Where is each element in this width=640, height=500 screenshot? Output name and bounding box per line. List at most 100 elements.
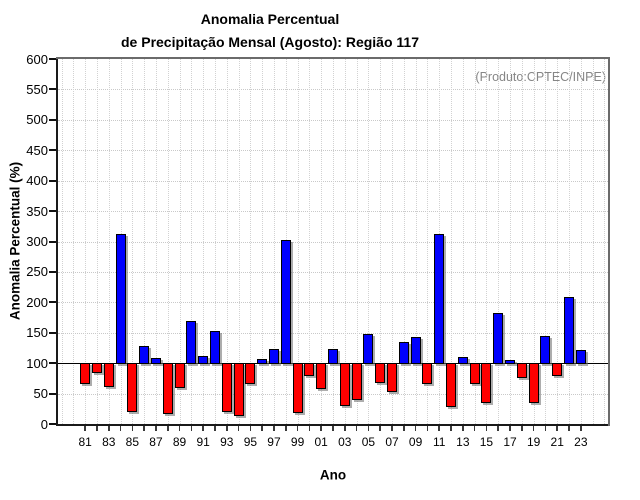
x-tick-label-2007: 07 [385, 435, 399, 449]
bar-1992 [209, 330, 220, 365]
y-tick-label-500: 500 [26, 112, 48, 128]
x-tick-2006 [379, 426, 381, 431]
v-gridline-2018 [521, 59, 523, 424]
plot-area [58, 59, 608, 424]
v-gridline-2012 [451, 59, 453, 424]
x-tick-2000 [308, 426, 311, 431]
x-tick-label-2021: 21 [550, 435, 564, 449]
x-tick-1992 [214, 426, 216, 431]
y-tick-450 [49, 149, 56, 152]
x-tick-1984 [119, 426, 122, 431]
chart-title-line1: Anomalia Percentual [200, 11, 340, 27]
x-tick-2016 [497, 426, 499, 431]
y-tick-label-400: 400 [26, 173, 48, 189]
x-tick-2002 [332, 426, 334, 431]
v-gridline-1981 [85, 59, 87, 424]
y-tick-350 [49, 210, 56, 213]
x-tick-label-2015: 15 [479, 435, 494, 449]
x-tick-1986 [143, 426, 145, 431]
v-gridline-1986 [144, 59, 146, 424]
v-gridline-1979 [61, 59, 63, 424]
bar-1989 [174, 363, 185, 388]
bar-1995 [245, 363, 256, 384]
x-tick-1987 [155, 426, 157, 431]
border-right [608, 57, 610, 426]
y-tick-label-250: 250 [26, 264, 48, 280]
bar-1996 [257, 358, 268, 365]
v-gridline-1982 [96, 59, 98, 424]
v-gridline-2022 [569, 59, 571, 424]
chart-title-line2: de Precipitação Mensal (Agosto): Região … [121, 34, 419, 50]
bar-2008 [398, 341, 409, 365]
v-gridline-2007 [392, 59, 393, 424]
x-tick-1998 [285, 426, 287, 431]
x-tick-2013 [462, 426, 464, 431]
x-tick-label-2017: 17 [503, 435, 517, 449]
v-gridline-2006 [380, 59, 382, 424]
border-top [56, 57, 610, 59]
bar-2009 [410, 337, 421, 365]
x-tick-2018 [521, 426, 523, 431]
chart-title: Anomalia Percentual de Precipitação Mens… [121, 8, 419, 54]
x-tick-label-2011: 11 [432, 435, 446, 449]
bar-2023 [575, 349, 586, 365]
bar-2012 [446, 363, 457, 408]
bar-2013 [457, 357, 468, 365]
v-gridline-2021 [557, 59, 559, 424]
x-tick-2003 [344, 426, 346, 431]
x-tick-2020 [544, 426, 547, 431]
v-gridline-2013 [462, 59, 464, 424]
v-gridline-1992 [214, 59, 216, 424]
x-tick-label-1981: 81 [78, 435, 92, 449]
bar-2005 [363, 333, 374, 365]
x-tick-1985 [131, 426, 134, 431]
y-tick-100 [49, 362, 56, 365]
bar-1998 [280, 240, 291, 365]
bar-1997 [268, 348, 279, 365]
y-tick-500 [49, 118, 56, 121]
bar-1987 [150, 358, 161, 365]
y-tick-0 [49, 423, 56, 425]
x-tick-label-1985: 85 [125, 435, 140, 449]
x-tick-1996 [261, 426, 263, 431]
bar-2000 [304, 363, 315, 376]
y-tick-label-600: 600 [26, 51, 48, 67]
y-tick-label-0: 0 [40, 416, 48, 432]
x-tick-2012 [450, 426, 452, 431]
x-tick-2004 [355, 426, 358, 431]
v-gridline-1999 [297, 59, 299, 424]
x-tick-2022 [568, 426, 570, 431]
v-gridline-2010 [427, 59, 429, 424]
v-gridline-1990 [191, 59, 193, 424]
v-gridline-1991 [203, 59, 205, 424]
x-tick-label-2023: 23 [574, 435, 588, 449]
y-tick-400 [49, 179, 56, 182]
bar-1990 [186, 321, 197, 365]
bar-1985 [127, 363, 138, 412]
y-tick-600 [49, 58, 56, 60]
x-tick-label-1999: 99 [290, 435, 305, 449]
axis-bottom [56, 424, 610, 426]
x-tick-label-1987: 87 [149, 435, 163, 449]
x-tick-label-2003: 03 [338, 435, 352, 449]
x-tick-1982 [96, 426, 98, 431]
bar-2014 [469, 363, 480, 385]
bar-2002 [328, 349, 338, 365]
bar-1988 [162, 363, 173, 415]
y-tick-50 [49, 392, 56, 395]
v-gridline-1988 [167, 59, 169, 424]
x-tick-1993 [226, 426, 228, 431]
v-gridline-1996 [262, 59, 264, 424]
v-gridline-2001 [321, 59, 323, 424]
bar-1993 [221, 363, 232, 413]
v-gridline-1993 [226, 59, 228, 424]
v-gridline-1985 [132, 59, 134, 424]
y-tick-label-50: 50 [33, 386, 48, 402]
x-tick-2001 [320, 426, 322, 431]
x-tick-1988 [167, 426, 169, 431]
x-tick-1994 [237, 426, 240, 431]
x-tick-2021 [556, 426, 558, 431]
bar-2015 [481, 363, 492, 404]
y-tick-550 [49, 88, 56, 91]
x-tick-2023 [580, 426, 582, 431]
